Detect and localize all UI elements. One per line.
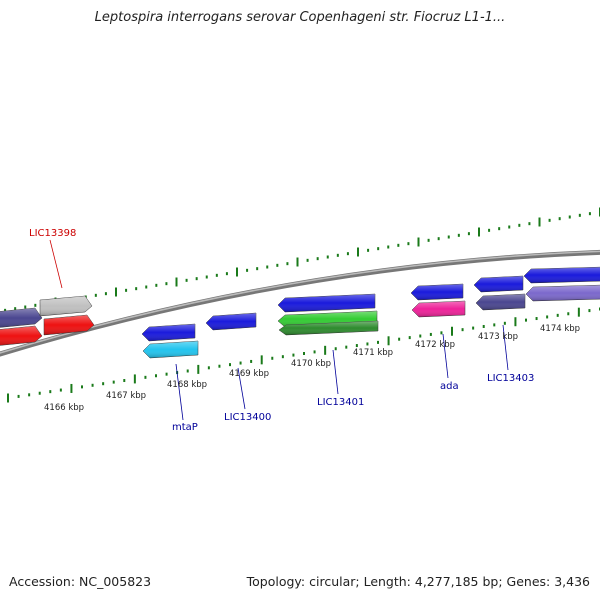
feature-shading	[278, 294, 375, 312]
gene-label: LIC13401	[317, 397, 364, 408]
feature-shading	[40, 296, 92, 316]
page-title: Leptospira interrogans serovar Copenhage…	[94, 10, 506, 25]
scale-label: 4174 kbp	[540, 324, 580, 334]
label-leader-lines	[49, 239, 509, 421]
feature-shading	[474, 276, 523, 292]
feature-shading	[0, 308, 42, 328]
outer-tick-track	[4, 207, 600, 312]
gene-label: LIC13400	[224, 412, 271, 423]
feature-track	[0, 266, 600, 359]
leader-line	[442, 333, 449, 379]
gene-label: LIC13403	[487, 373, 534, 384]
scale-label: 4168 kbp	[167, 380, 207, 390]
feature-shading	[0, 326, 42, 346]
inner-tick-track	[7, 307, 600, 403]
scale-labels: 4166 kbp 4167 kbp 4168 kbp 4169 kbp 4170 kbp…	[44, 324, 580, 413]
feature-shading	[476, 294, 525, 310]
scale-label: 4167 kbp	[106, 391, 146, 401]
feature-shading	[526, 285, 600, 301]
leader-line	[49, 239, 63, 289]
scale-label: 4173 kbp	[478, 332, 518, 342]
scale-label: 4172 kbp	[415, 340, 455, 350]
leader-line	[332, 349, 339, 395]
gene-label: LIC13398	[29, 228, 76, 239]
accession-text: Accession: NC_005823	[9, 574, 152, 589]
gene-label: ada	[440, 381, 459, 392]
scale-label: 4166 kbp	[44, 403, 84, 413]
feature-shading	[524, 267, 600, 283]
leader-line	[237, 367, 246, 410]
feature-shading	[143, 341, 198, 358]
feature-shading	[206, 313, 256, 330]
feature-shading	[44, 315, 94, 335]
feature-shading	[411, 284, 463, 300]
scale-label: 4169 kbp	[229, 369, 269, 379]
scale-label: 4171 kbp	[353, 348, 393, 358]
gene-label: mtaP	[172, 422, 198, 433]
leader-line	[175, 363, 184, 421]
gene-labels: LIC13398 mtaP LIC13400 LIC13401 ada LIC13403	[29, 228, 534, 433]
feature-shading	[142, 324, 195, 341]
feature-shading	[279, 321, 378, 335]
genome-summary-text: Topology: circular; Length: 4,277,185 bp…	[246, 574, 590, 589]
feature-shading	[412, 301, 465, 317]
leader-line	[502, 324, 509, 371]
scale-label: 4170 kbp	[291, 359, 331, 369]
